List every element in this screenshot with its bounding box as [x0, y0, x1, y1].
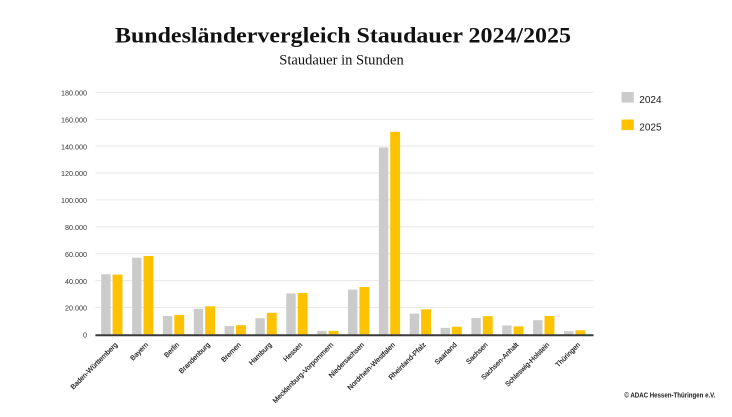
- svg-text:60.000: 60.000: [65, 250, 87, 259]
- svg-text:100.000: 100.000: [61, 196, 87, 205]
- svg-text:Staudauer in Stunden: Staudauer in Stunden: [279, 53, 404, 69]
- svg-text:140.000: 140.000: [61, 142, 87, 151]
- svg-text:Bundesländervergleich Staudaue: Bundesländervergleich Staudauer 2024/202…: [115, 23, 571, 48]
- svg-text:40.000: 40.000: [65, 277, 87, 286]
- svg-text:© ADAC Hessen-Thüringen e.V.: © ADAC Hessen-Thüringen e.V.: [624, 391, 715, 399]
- svg-text:2025: 2025: [639, 123, 662, 134]
- svg-text:80.000: 80.000: [65, 223, 87, 232]
- svg-text:20.000: 20.000: [65, 304, 87, 313]
- svg-text:0: 0: [83, 331, 87, 340]
- svg-text:120.000: 120.000: [61, 169, 87, 178]
- svg-text:2024: 2024: [639, 95, 662, 106]
- svg-text:180.000: 180.000: [61, 89, 87, 98]
- svg-text:160.000: 160.000: [61, 115, 87, 124]
